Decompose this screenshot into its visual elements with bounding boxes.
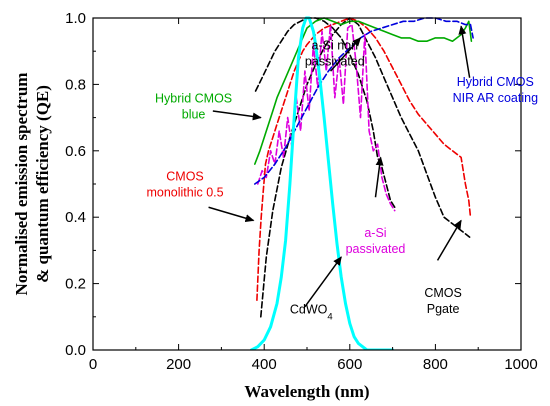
y-tick-label: 0.2 [65, 276, 86, 293]
x-tick-label: 400 [252, 356, 277, 373]
x-tick-label: 800 [423, 356, 448, 373]
annotation-label: blue [182, 108, 206, 122]
annotation-label: passivated [305, 55, 365, 69]
y-tick-label: 0.4 [65, 209, 86, 226]
y-axis-title: Normalised emission spectrum & quantum ef… [12, 73, 52, 296]
annotation-label: CMOS [424, 286, 462, 300]
annotation-label: CdWO4 [290, 302, 333, 322]
annotation: a-Si non passivated [305, 37, 365, 72]
annotation: CdWO4 [290, 256, 342, 322]
series-line-a-si-passivated [257, 23, 396, 212]
annotation-arrow [374, 156, 384, 198]
annotation: a-Si passivated [346, 156, 406, 256]
annotation-arrow [458, 25, 471, 78]
x-tick-label: 1000 [504, 356, 537, 373]
annotation-label: monolithic 0.5 [146, 186, 223, 200]
annotation-label: Hybrid CMOS [155, 92, 232, 106]
annotation-label: a-Si [364, 226, 386, 240]
y-tick-label: 0.0 [65, 342, 86, 359]
series-line-hybrid-cmos-blue [254, 17, 473, 165]
series-line-cmos-pgate [260, 17, 471, 318]
annotation: CMOS Pgate [424, 219, 462, 316]
x-tick-label: 200 [166, 356, 191, 373]
annotation-arrow [304, 256, 342, 308]
annotation-label: NIR AR coating [453, 91, 539, 105]
annotation-label: CMOS [166, 170, 204, 184]
annotation-arrow [329, 37, 362, 72]
y-tick-label: 0.6 [65, 143, 86, 160]
annotation-label: a-Si non [312, 39, 359, 53]
annotation: Hybrid CMOS NIR AR coating [453, 25, 539, 105]
x-tick-label: 0 [89, 356, 97, 373]
series-line-cdwo4 [249, 16, 395, 350]
annotation-arrow [208, 206, 255, 223]
series-layer [249, 16, 474, 350]
y-axis-title-line: Normalised emission spectrum [12, 73, 31, 296]
annotation-arrow [212, 110, 262, 121]
y-tick-label: 1.0 [65, 10, 86, 27]
annotation-label: Pgate [427, 302, 460, 316]
annotation: CMOS monolithic 0.5 [146, 170, 255, 223]
annotation-label: passivated [346, 242, 406, 256]
y-axis-title-line: & quantum efficiency (QE) [33, 85, 52, 283]
y-tick-label: 0.8 [65, 76, 86, 93]
annotation: Hybrid CMOS blue [155, 92, 262, 122]
annotation-arrow [436, 219, 462, 261]
x-axis-title: Wavelength (nm) [244, 382, 369, 401]
annotation-label: Hybrid CMOS [457, 75, 534, 89]
x-tick-label: 600 [337, 356, 362, 373]
annotation-layer: a-Si non passivated Hybrid CMOS blue CMOS mon… [146, 25, 539, 322]
